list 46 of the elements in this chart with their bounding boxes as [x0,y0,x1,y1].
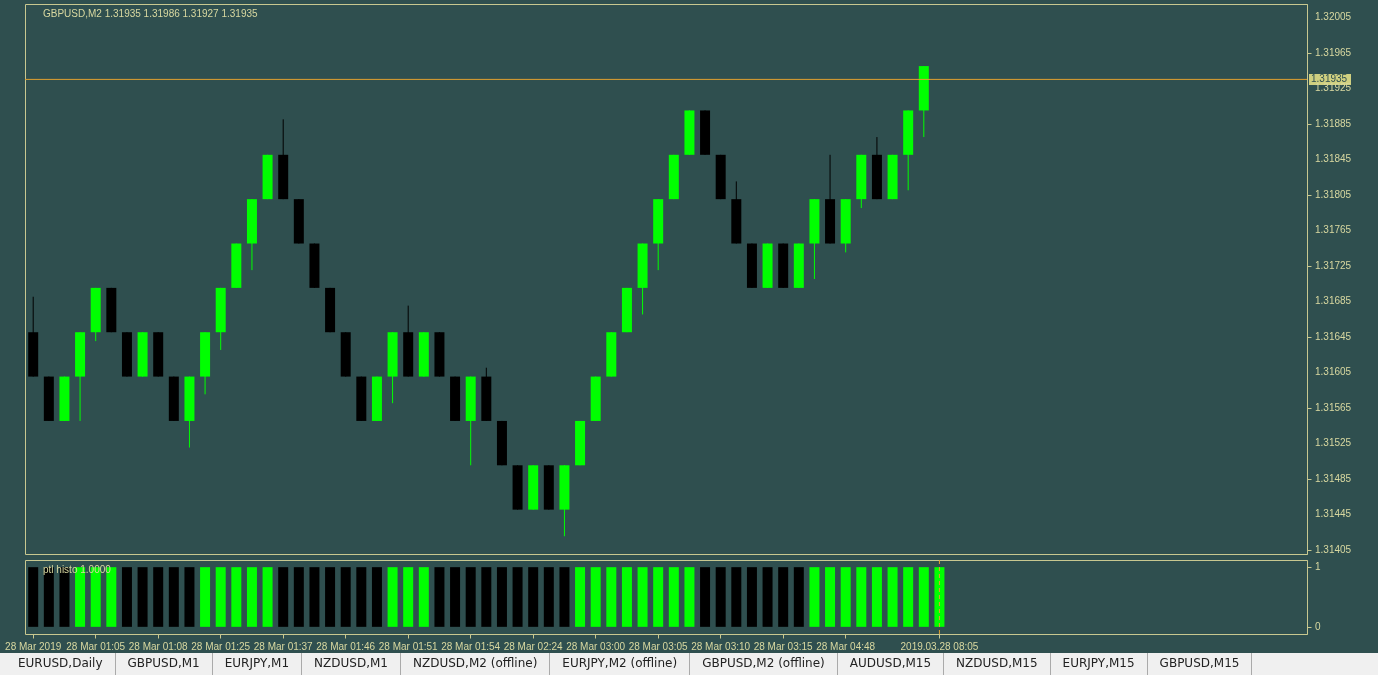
text: AUDUSD,M15 [837,653,945,675]
x-tick-label: 28 Mar 01:25 [191,640,251,652]
y-tick-label: 1.31765 [1315,224,1352,236]
x-tick-label: 28 Mar 03:05 [628,640,689,652]
x-tick-label: 28 Mar 01:46 [316,640,376,652]
y-tick-label: 1.31805 [1315,188,1352,200]
x-tick-label: 28 Mar 04:48 [816,640,876,652]
x-tick-label: 2019.03.28 08:05 [900,640,979,652]
x-tick-label: 28 Mar 2019 [5,640,62,652]
y-tick-label: 1.32005 [1315,11,1352,23]
y-tick-label: 0 [1315,620,1321,632]
text: NZDUSD,M1 [302,653,401,675]
y-tick-label: 1.31525 [1315,437,1352,449]
ref-line-label: 1.31935 [1311,73,1348,85]
x-tick-label: 28 Mar 01:54 [441,640,501,652]
y-tick-label: 1.31885 [1315,117,1352,129]
y-tick-label: 1.31925 [1315,82,1352,94]
x-tick-label: 28 Mar 03:00 [566,640,626,652]
text: NZDUSD,M2 (offline) [401,653,551,675]
y-tick-label: 1.31685 [1315,295,1352,307]
y-tick-label: 1.31405 [1315,543,1352,555]
text: EURUSD,Daily [6,653,116,675]
y-tick-label: 1.31965 [1315,46,1352,58]
y-tick-label: 1.31645 [1315,330,1352,342]
text: GBPUSD,M15 [1147,653,1253,675]
x-tick-label: 28 Mar 03:10 [691,640,751,652]
text: EURJPY,M1 [212,653,303,675]
y-tick-label: 1.31725 [1315,259,1352,271]
text: GBPUSD,M1 [115,653,213,675]
x-tick-label: 28 Mar 01:08 [128,640,189,652]
y-tick-label: 1.31605 [1315,366,1352,378]
y-tick-label: 1 [1315,561,1321,573]
y-tick-label: 1.31565 [1315,401,1352,413]
y-tick-label: 1.31445 [1315,508,1352,520]
y-tick-label: 1.31485 [1315,472,1352,484]
text: GBPUSD,M2 (offline) [690,653,838,675]
x-tick-label: 28 Mar 01:05 [66,640,126,652]
text: EURJPY,M2 (offline) [550,653,691,675]
y-tick-label: 1.31845 [1315,153,1352,165]
text: EURJPY,M15 [1050,653,1148,675]
x-tick-label: 28 Mar 03:15 [753,640,814,652]
x-tick-label: 28 Mar 01:37 [253,640,314,652]
x-tick-label: 28 Mar 02:24 [503,640,564,652]
text: NZDUSD,M15 [944,653,1051,675]
x-tick-label: 28 Mar 01:51 [378,640,439,652]
chart-title: GBPUSD,M2 1.31935 1.31986 1.31927 1.31935 [43,8,259,19]
